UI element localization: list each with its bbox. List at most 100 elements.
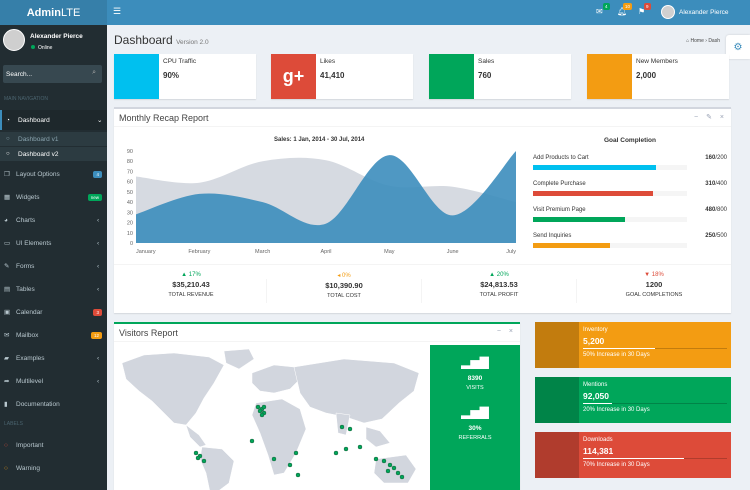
monthly-recap-box: Monthly Recap Report − ✎ × Sales: 1 Jan,… bbox=[114, 107, 731, 313]
box-header: Visitors Report − × bbox=[114, 324, 520, 342]
map-marker[interactable] bbox=[255, 404, 261, 410]
map-marker[interactable] bbox=[347, 426, 353, 432]
goal-track bbox=[533, 165, 687, 170]
sidebar-item-important[interactable]: ○ Important bbox=[0, 435, 107, 455]
y-tick-label: 20 bbox=[127, 221, 133, 227]
map-marker[interactable] bbox=[257, 408, 263, 414]
gear-icon bbox=[114, 54, 159, 99]
area-series-2 bbox=[136, 151, 516, 243]
progress-fill bbox=[583, 403, 612, 404]
y-tick-label: 50 bbox=[127, 190, 133, 196]
sidebar-search: ⌕ bbox=[3, 65, 102, 83]
page-title: Dashboard Version 2.0 bbox=[114, 33, 209, 47]
chevron-left-icon: ‹ bbox=[97, 239, 100, 247]
visitor-stats-panel: ▂▅▇ 8390 VISITS ▂▅▇ 30% REFERRALS bbox=[430, 345, 520, 490]
sidebar-item-widgets[interactable]: ▦ Widgets new bbox=[0, 187, 107, 207]
search-input[interactable] bbox=[6, 67, 86, 81]
world-map[interactable] bbox=[114, 343, 427, 490]
heart-icon bbox=[535, 377, 579, 423]
map-marker[interactable] bbox=[399, 474, 405, 480]
chevron-left-icon: ‹ bbox=[97, 354, 100, 362]
user-panel: Alexander Pierce Online bbox=[0, 25, 107, 61]
map-marker[interactable] bbox=[387, 462, 393, 468]
map-marker[interactable] bbox=[195, 455, 201, 461]
goal-total: /800 bbox=[715, 207, 727, 213]
stat-label: TOTAL PROFIT bbox=[479, 292, 519, 298]
sidebar-item-tables[interactable]: ▤ Tables ‹ bbox=[0, 279, 107, 299]
box-title: Visitors Report bbox=[119, 328, 178, 338]
map-marker[interactable] bbox=[259, 412, 265, 418]
sidebar-item-dashboard[interactable]: ◔ Dashboard ⌄ bbox=[0, 110, 107, 130]
map-marker[interactable] bbox=[287, 462, 293, 468]
circle-icon: ○ bbox=[6, 136, 10, 142]
map-marker[interactable] bbox=[339, 424, 345, 430]
map-marker[interactable] bbox=[295, 472, 301, 478]
map-marker[interactable] bbox=[391, 465, 397, 471]
stat-amount: $35,210.43 bbox=[172, 280, 210, 289]
caret-up-icon: ▲ bbox=[489, 272, 496, 278]
close-icon[interactable]: × bbox=[508, 328, 516, 335]
sidebar-item-label: Dashboard v1 bbox=[18, 135, 59, 143]
sidebar-toggle-icon[interactable]: ☰ bbox=[113, 6, 122, 16]
sidebar-item-mailbox[interactable]: ✉ Mailbox 12 bbox=[0, 325, 107, 345]
goal-value: 160/200 bbox=[705, 155, 727, 161]
map-marker[interactable] bbox=[293, 450, 299, 456]
map-marker[interactable] bbox=[381, 458, 387, 464]
stat-amount: $24,813.53 bbox=[480, 280, 518, 289]
logo-light: LTE bbox=[60, 6, 81, 19]
map-marker[interactable] bbox=[333, 450, 339, 456]
sidebar-item-charts[interactable]: ◕ Charts ‹ bbox=[0, 210, 107, 230]
goal-done: 310 bbox=[705, 181, 716, 187]
sidebar-item-dashboard-v1[interactable]: ○ Dashboard v1 bbox=[0, 132, 107, 146]
map-marker[interactable] bbox=[261, 404, 267, 410]
breadcrumb: ⌂ Home › Dash bbox=[686, 38, 720, 44]
chevron-left-icon: ‹ bbox=[97, 262, 100, 270]
sidebar-item-documentation[interactable]: ▮ Documentation bbox=[0, 394, 107, 414]
dashboard-icon: ◔ bbox=[6, 116, 10, 124]
sidebar-item-forms[interactable]: ✎ Forms ‹ bbox=[0, 256, 107, 276]
page-title-text: Dashboard bbox=[114, 33, 173, 47]
wrench-icon[interactable]: ✎ bbox=[706, 114, 715, 121]
sidebar-item-calendar[interactable]: ▣ Calendar 3 bbox=[0, 302, 107, 322]
collapse-icon[interactable]: − bbox=[496, 328, 504, 335]
goal-label: Add Products to Cart bbox=[533, 155, 589, 161]
navbar-user-name[interactable]: Alexander Pierce bbox=[679, 9, 729, 16]
sidebar-item-label: Important bbox=[16, 441, 44, 449]
map-marker[interactable] bbox=[357, 444, 363, 450]
map-marker[interactable] bbox=[343, 446, 349, 452]
map-marker[interactable] bbox=[201, 458, 207, 464]
search-icon[interactable]: ⌕ bbox=[92, 69, 96, 76]
bell-icon[interactable]: 🔔︎ bbox=[617, 7, 628, 16]
stat-pct-value: 17% bbox=[188, 272, 201, 278]
map-marker[interactable] bbox=[385, 468, 391, 474]
close-icon[interactable]: × bbox=[719, 114, 727, 121]
caret-down-icon: ▼ bbox=[644, 272, 651, 278]
sidebar-item-warning[interactable]: ○ Warning bbox=[0, 458, 107, 478]
chevron-left-icon: ‹ bbox=[97, 285, 100, 293]
map-south-america bbox=[199, 446, 235, 490]
map-marker[interactable] bbox=[249, 438, 255, 444]
flag-icon[interactable]: ⚑ bbox=[638, 7, 646, 16]
sidebar-item-multilevel[interactable]: ➦ Multilevel ‹ bbox=[0, 371, 107, 391]
sidebar-item-label: UI Elements bbox=[16, 239, 52, 247]
breadcrumb-home[interactable]: Home bbox=[690, 38, 704, 44]
info-box-likes: g+ Likes 41,410 bbox=[271, 54, 413, 99]
top-navbar: ☰ ✉ 4 🔔︎ 10 ⚑ 9 Alexander Pierce bbox=[107, 0, 750, 25]
box-header: Monthly Recap Report − ✎ × bbox=[114, 109, 731, 127]
envelope-icon[interactable]: ✉ bbox=[596, 7, 603, 16]
map-marker[interactable] bbox=[395, 470, 401, 476]
sidebar-item-ui-elements[interactable]: ▭ UI Elements ‹ bbox=[0, 233, 107, 253]
collapse-icon[interactable]: − bbox=[694, 114, 702, 121]
map-marker[interactable] bbox=[271, 456, 277, 462]
map-marker[interactable] bbox=[193, 450, 199, 456]
sidebar-item-dashboard-v2[interactable]: ○ Dashboard v2 bbox=[0, 147, 107, 161]
x-tick-label: April bbox=[320, 249, 331, 255]
control-sidebar-gear-icon[interactable]: ⚙ bbox=[726, 35, 750, 59]
user-avatar[interactable] bbox=[661, 5, 675, 19]
map-marker[interactable] bbox=[373, 456, 379, 462]
stat-pct-value: 20% bbox=[496, 272, 509, 278]
divider bbox=[266, 279, 267, 303]
sidebar-item-layout-options[interactable]: ❐ Layout Options 4 bbox=[0, 164, 107, 184]
logo[interactable]: Admin LTE bbox=[0, 0, 107, 25]
sidebar-item-examples[interactable]: ▰ Examples ‹ bbox=[0, 348, 107, 368]
